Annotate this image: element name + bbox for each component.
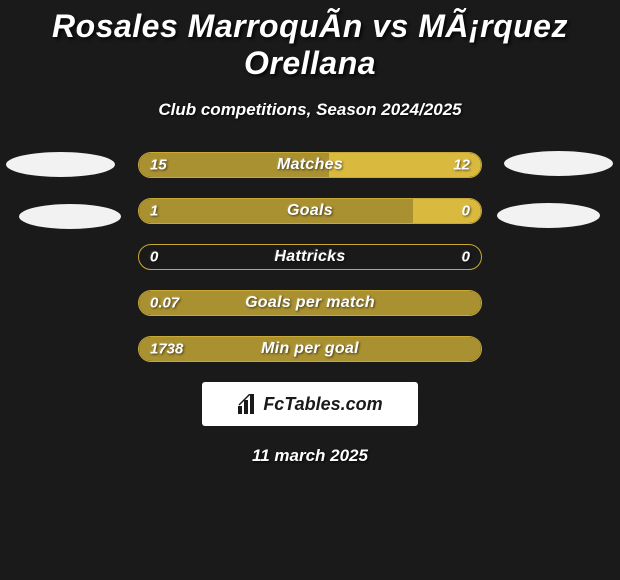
stat-value-left: 0.07 xyxy=(150,295,179,312)
stat-row-goals: 1 0 Goals xyxy=(138,198,482,224)
stat-row-min-per-goal: 1738 Min per goal xyxy=(138,336,482,362)
stat-label: Goals xyxy=(287,202,333,220)
stat-value-left: 15 xyxy=(150,157,167,174)
stat-label: Goals per match xyxy=(245,294,375,312)
stat-row-hattricks: 0 0 Hattricks xyxy=(138,244,482,270)
player-ellipse-3 xyxy=(497,203,600,228)
subtitle: Club competitions, Season 2024/2025 xyxy=(0,100,620,120)
page-title: Rosales MarroquÃ­n vs MÃ¡rquez Orellana xyxy=(0,0,620,82)
stat-row-matches: 15 12 Matches xyxy=(138,152,482,178)
stat-value-right: 0 xyxy=(462,203,470,220)
stat-value-left: 0 xyxy=(150,249,158,266)
bar-chart-icon xyxy=(237,394,259,414)
logo-box[interactable]: FcTables.com xyxy=(202,382,418,426)
stat-label: Min per goal xyxy=(261,340,359,358)
logo-text: FcTables.com xyxy=(263,394,382,415)
player-ellipse-0 xyxy=(6,152,115,177)
stat-value-right: 0 xyxy=(462,249,470,266)
footer-date: 11 march 2025 xyxy=(0,446,620,466)
stat-value-left: 1 xyxy=(150,203,158,220)
stats-area: 15 12 Matches 1 0 Goals 0 0 Hattricks 0.07 Goals p… xyxy=(0,152,620,466)
stat-value-left: 1738 xyxy=(150,341,183,358)
stat-value-right: 12 xyxy=(453,157,470,174)
player-ellipse-2 xyxy=(504,151,613,176)
player-ellipse-1 xyxy=(19,204,121,229)
stat-label: Matches xyxy=(277,156,343,174)
stat-bar-right xyxy=(413,199,481,223)
stat-label: Hattricks xyxy=(274,248,345,266)
stat-row-goals-per-match: 0.07 Goals per match xyxy=(138,290,482,316)
stat-bar-left xyxy=(139,199,413,223)
